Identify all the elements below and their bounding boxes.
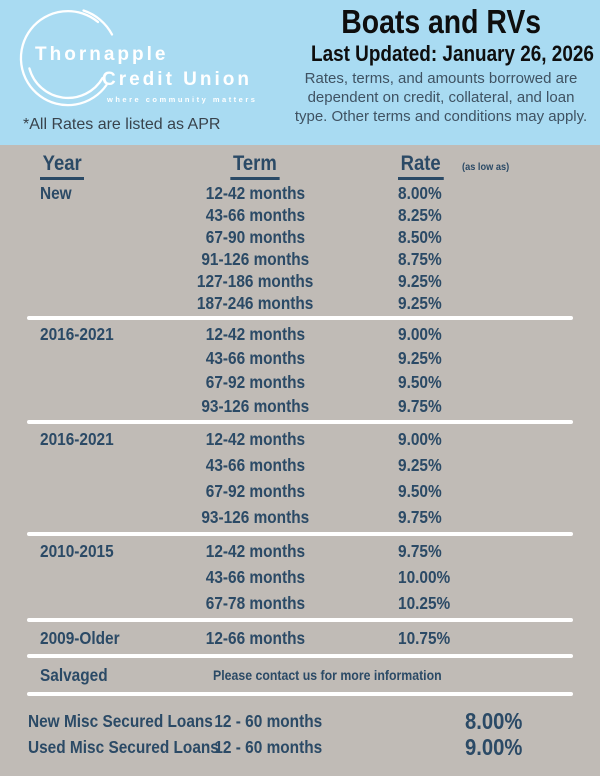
table-row: New Misc Secured Loans 12 - 60 months 8.…	[0, 708, 600, 734]
table-row: 91-126 months 8.75%	[0, 248, 600, 270]
rate-cell: 9.50%	[398, 480, 442, 501]
table-row: 67-90 months 8.50%	[0, 226, 600, 248]
year-cell: 2009-Older	[40, 627, 120, 648]
term-cell: 67-92 months	[205, 480, 305, 501]
section-divider	[27, 316, 573, 320]
rate-cell: 9.50%	[398, 371, 442, 392]
rate-cell: 9.00%	[398, 428, 442, 449]
year-column-header: Year	[40, 152, 170, 180]
section-2009-older: 2009-Older 12-66 months 10.75%	[0, 624, 600, 652]
apr-disclaimer-note: *All Rates are listed as APR	[23, 116, 221, 133]
term-cell: 67-90 months	[205, 226, 305, 247]
year-cell: New	[40, 182, 72, 203]
rate-cell: 9.00%	[398, 323, 442, 344]
term-cell: 12-42 months	[205, 323, 305, 344]
header-text-block: Boats and RVs Last Updated: January 26, …	[288, 4, 594, 126]
rate-cell: 9.75%	[398, 506, 442, 527]
rate-cell: 8.25%	[398, 204, 442, 225]
rate-cell: 9.00%	[465, 734, 523, 760]
term-cell: 43-66 months	[205, 454, 305, 475]
term-cell: 43-66 months	[205, 347, 305, 368]
page-title: Boats and RVs	[341, 3, 541, 40]
term-cell: 127-186 months	[196, 270, 314, 291]
rate-cell: 9.75%	[398, 395, 442, 416]
terms-disclaimer: Rates, terms, and amounts borrowed are d…	[294, 70, 588, 125]
rate-column-header: Rate (as low as)	[340, 152, 600, 180]
logo-name-line2: Credit Union	[102, 69, 252, 90]
section-divider	[27, 692, 573, 696]
table-row: 43-66 months 9.25%	[0, 452, 600, 478]
year-cell: 2016-2021	[40, 323, 114, 344]
last-updated-label: Last Updated: January 26, 2026	[311, 41, 594, 66]
table-row: 93-126 months 9.75%	[0, 394, 600, 418]
rate-cell: 8.00%	[465, 708, 523, 734]
term-cell: 67-78 months	[205, 592, 305, 613]
rate-as-low-as-note: (as low as)	[461, 161, 509, 173]
loan-type-cell: Used Misc Secured Loans	[28, 737, 219, 757]
rate-cell: 8.00%	[398, 182, 442, 203]
term-cell: 12 - 60 months	[214, 737, 322, 757]
rate-cell: 10.25%	[398, 592, 451, 613]
logo-name-line1: Thornapple	[35, 44, 169, 65]
table-row: 2010-2015 12-42 months 9.75%	[0, 538, 600, 564]
term-cell: 12-42 months	[205, 540, 305, 561]
rate-cell: 10.75%	[398, 627, 451, 648]
table-row: 93-126 months 9.75%	[0, 504, 600, 530]
table-row: 43-66 months 10.00%	[0, 564, 600, 590]
year-cell: 2016-2021	[40, 428, 114, 449]
salvaged-contact-note: Please contact us for more information	[213, 667, 442, 683]
table-row: 187-246 months 9.25%	[0, 292, 600, 314]
table-header-row: Year Term Rate (as low as)	[0, 152, 600, 182]
term-cell: 43-66 months	[205, 566, 305, 587]
section-divider	[27, 420, 573, 424]
rate-cell: 10.00%	[398, 566, 451, 587]
section-divider	[27, 618, 573, 622]
section-2010-2015: 2010-2015 12-42 months 9.75% 43-66 month…	[0, 538, 600, 616]
rate-cell: 9.25%	[398, 347, 442, 368]
term-cell: 12-42 months	[205, 428, 305, 449]
term-cell: 43-66 months	[205, 204, 305, 225]
section-new: New 12-42 months 8.00% 43-66 months 8.25…	[0, 182, 600, 314]
table-row: 43-66 months 9.25%	[0, 346, 600, 370]
table-row: 2016-2021 12-42 months 9.00%	[0, 426, 600, 452]
loan-type-cell: New Misc Secured Loans	[28, 711, 213, 731]
rate-cell: 9.25%	[398, 454, 442, 475]
year-cell: Salvaged	[40, 664, 108, 685]
year-cell: 2010-2015	[40, 540, 114, 561]
term-cell: 12-42 months	[205, 182, 305, 203]
logo-circle-icon	[19, 9, 114, 107]
table-row: 43-66 months 8.25%	[0, 204, 600, 226]
rate-cell: 9.25%	[398, 270, 442, 291]
section-2016-2021-a: 2016-2021 12-42 months 9.00% 43-66 month…	[0, 322, 600, 418]
section-divider	[27, 654, 573, 658]
rate-cell: 8.50%	[398, 226, 442, 247]
table-row: 67-92 months 9.50%	[0, 370, 600, 394]
section-2016-2021-b: 2016-2021 12-42 months 9.00% 43-66 month…	[0, 426, 600, 530]
term-cell: 93-126 months	[201, 506, 309, 527]
rate-cell: 9.25%	[398, 292, 442, 313]
table-row: Used Misc Secured Loans 12 - 60 months 9…	[0, 734, 600, 760]
header-banner: Thornapple Credit Union where community …	[0, 0, 600, 145]
table-row: 67-78 months 10.25%	[0, 590, 600, 616]
section-divider	[27, 532, 573, 536]
table-row: 2016-2021 12-42 months 9.00%	[0, 322, 600, 346]
rate-cell: 8.75%	[398, 248, 442, 269]
term-column-header: Term	[170, 152, 340, 180]
term-cell: 12-66 months	[205, 627, 305, 648]
misc-secured-loans: New Misc Secured Loans 12 - 60 months 8.…	[0, 708, 600, 760]
table-row: New 12-42 months 8.00%	[0, 182, 600, 204]
logo: Thornapple Credit Union where community …	[10, 6, 275, 118]
logo-tagline: where community matters	[107, 95, 258, 104]
term-cell: 187-246 months	[196, 292, 314, 313]
section-salvaged: Salvaged Please contact us for more info…	[0, 660, 600, 690]
table-row: 127-186 months 9.25%	[0, 270, 600, 292]
term-cell: 91-126 months	[201, 248, 309, 269]
table-row: 67-92 months 9.50%	[0, 478, 600, 504]
rate-cell: 9.75%	[398, 540, 442, 561]
term-cell: 67-92 months	[205, 371, 305, 392]
term-cell: 93-126 months	[201, 395, 309, 416]
rate-table: Year Term Rate (as low as) New 12-42 mont…	[0, 145, 600, 776]
term-cell: 12 - 60 months	[214, 711, 322, 731]
